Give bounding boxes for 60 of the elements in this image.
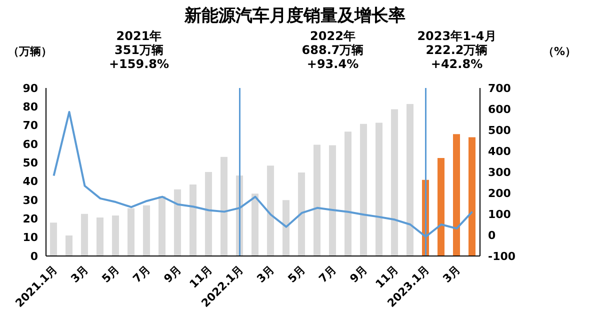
bar xyxy=(468,137,476,256)
y2-tick-label: 400 xyxy=(488,144,512,158)
x-tick-label: 9月 xyxy=(347,262,370,286)
x-tick-label: 7月 xyxy=(316,262,339,286)
x-tick-label: 9月 xyxy=(161,262,184,286)
x-tick-label: 5月 xyxy=(285,262,308,286)
bar xyxy=(344,132,352,256)
chart-title: 新能源汽车月度销量及增长率 xyxy=(183,5,406,27)
y-tick-label: 90 xyxy=(22,82,38,95)
bar xyxy=(453,134,460,256)
y2-tick-label: 600 xyxy=(488,102,512,116)
bar xyxy=(329,145,336,256)
y2-tick-label: 500 xyxy=(488,124,512,137)
text: 2023年1-4月 222.2万辆 +42.8% xyxy=(417,29,496,71)
bar xyxy=(50,222,57,256)
bar xyxy=(252,194,258,256)
text: 2022年 688.7万辆 +93.4% xyxy=(302,29,364,71)
y2-tick-label: 100 xyxy=(488,208,512,221)
y-tick-label: 40 xyxy=(22,175,38,188)
bar xyxy=(205,172,212,256)
bar xyxy=(128,208,134,256)
bar xyxy=(112,215,119,256)
bar xyxy=(298,172,305,256)
y2-tick-label: 0 xyxy=(488,228,496,242)
y-tick-label: 0 xyxy=(30,250,38,263)
bar xyxy=(66,235,72,256)
bar xyxy=(282,200,290,256)
y-tick-label: 80 xyxy=(22,100,38,114)
y-tick-label: 30 xyxy=(22,194,38,207)
y2-tick-label: 200 xyxy=(488,186,512,200)
bar xyxy=(220,156,228,256)
bar xyxy=(406,104,414,256)
y2-tick-label: 300 xyxy=(488,166,512,179)
y-tick-label: 60 xyxy=(22,138,38,151)
bar xyxy=(190,184,196,256)
y2-axis-title: （%） xyxy=(542,44,576,59)
x-tick-label: 3月 xyxy=(68,262,91,286)
bar xyxy=(174,189,181,256)
text: 2021年 351万辆 +159.8% xyxy=(108,29,170,71)
y-tick-label: 70 xyxy=(22,119,38,132)
y2-tick-label: -100 xyxy=(488,250,516,263)
x-tick-label: 3月 xyxy=(440,262,463,286)
bar xyxy=(438,158,444,256)
bar xyxy=(143,205,150,256)
bar xyxy=(267,166,274,256)
y-axis-title: （万辆） xyxy=(8,44,52,59)
x-tick-label: 7月 xyxy=(130,262,153,286)
y-tick-label: 10 xyxy=(22,231,38,244)
y-tick-label: 50 xyxy=(22,156,38,170)
bar xyxy=(81,214,88,256)
bar xyxy=(376,122,382,256)
y-tick-label: 20 xyxy=(22,212,38,226)
bar xyxy=(96,218,104,256)
x-tick-label: 3月 xyxy=(254,262,277,286)
bar xyxy=(158,196,166,256)
y2-tick-label: 700 xyxy=(488,82,512,95)
x-tick-label: 5月 xyxy=(99,262,122,286)
bar xyxy=(391,109,398,256)
bar xyxy=(360,124,367,256)
bar xyxy=(314,144,320,256)
